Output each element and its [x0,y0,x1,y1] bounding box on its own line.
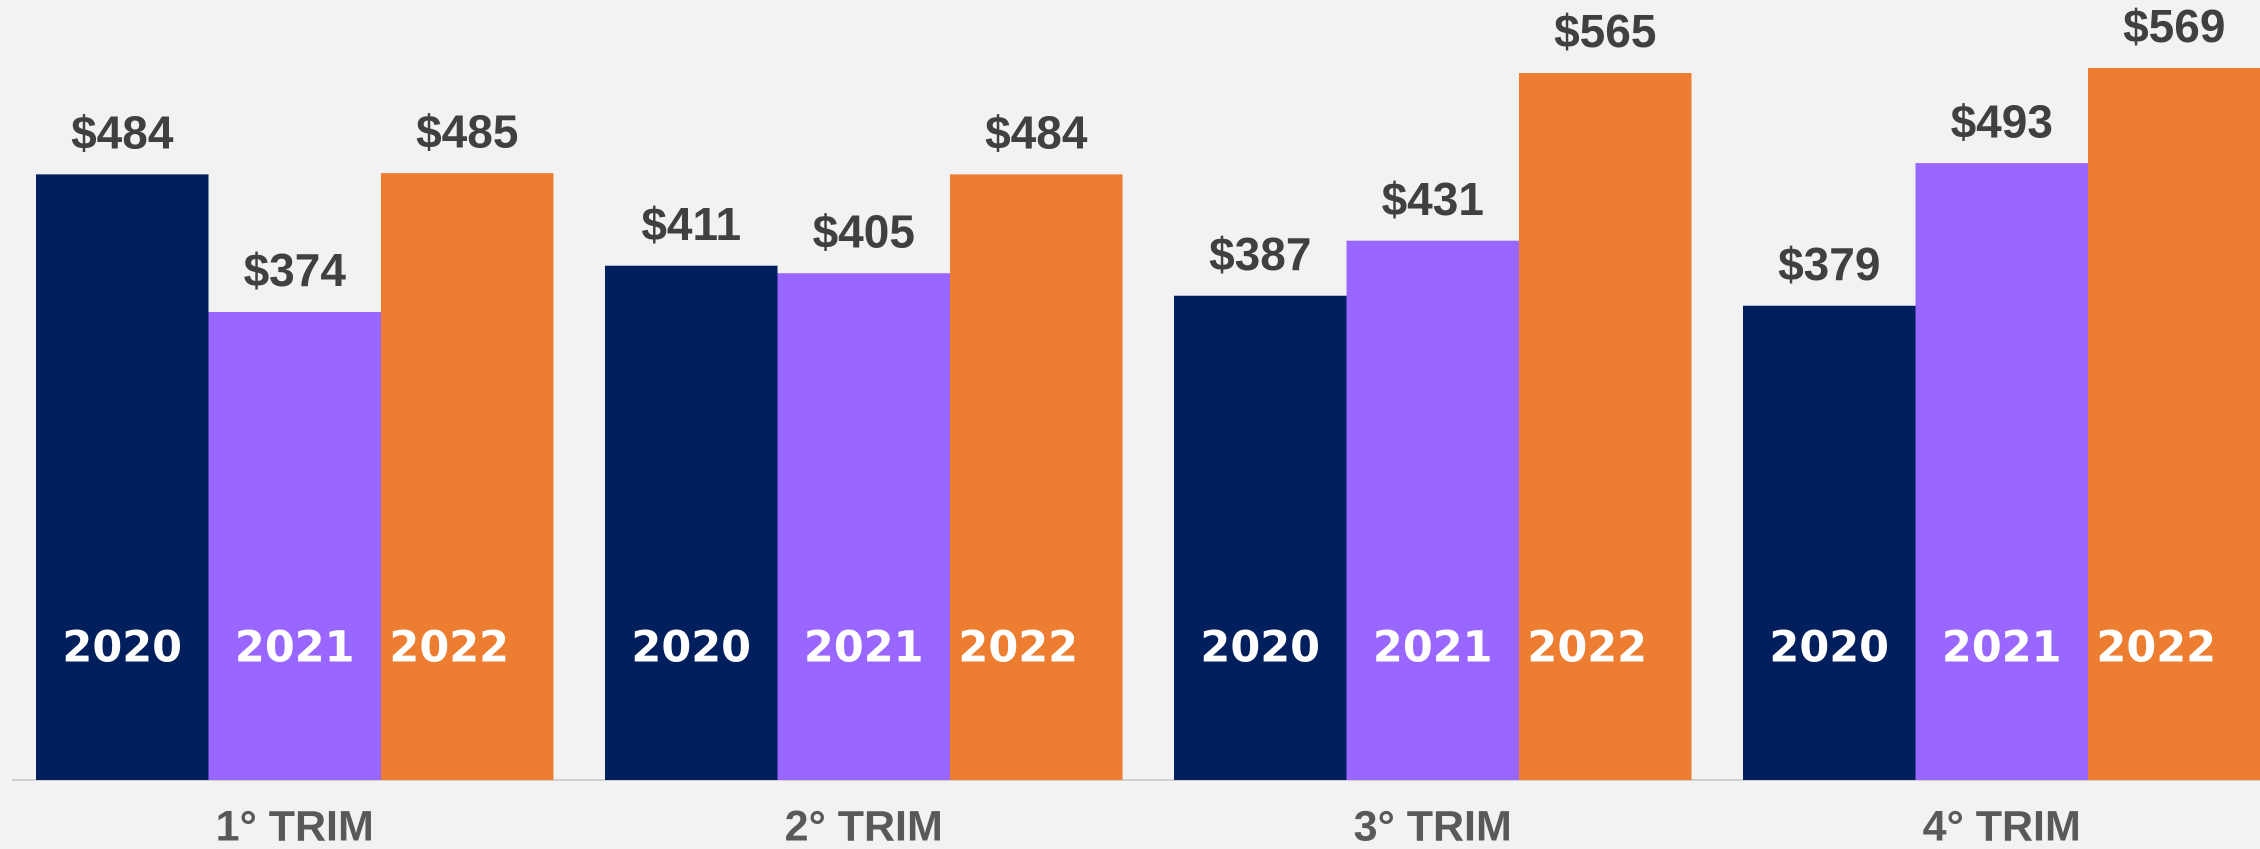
bar [605,265,778,780]
value-label: $374 [244,244,347,296]
category-label: 2° TRIM [785,802,943,849]
bar [1743,305,1916,780]
bar [1346,240,1519,781]
series-label: 2020 [631,623,751,673]
category-label: 1° TRIM [216,802,374,849]
bar [950,174,1123,780]
value-label: $485 [416,105,518,157]
bar [1174,295,1347,780]
bar [1519,73,1692,781]
value-label: $411 [641,198,741,250]
value-label: $484 [985,107,1088,159]
value-label: $569 [2123,0,2225,52]
series-label: 2021 [1373,623,1493,673]
bar [1915,163,2088,781]
bar [777,273,950,780]
value-label: $484 [71,107,174,159]
value-label: $493 [1951,95,2053,147]
value-label: $405 [813,205,915,257]
series-label: 2022 [958,623,1078,673]
value-label: $565 [1554,5,1656,57]
category-label: 3° TRIM [1354,802,1512,849]
value-label: $431 [1382,173,1484,225]
bar [208,312,381,780]
bar [36,174,209,780]
category-label: 4° TRIM [1923,802,2081,849]
series-label: 2022 [389,623,509,673]
series-label: 2022 [1527,623,1647,673]
series-label: 2021 [804,623,924,673]
series-label: 2021 [235,623,355,673]
series-label: 2022 [2096,623,2216,673]
bar [381,173,554,780]
series-label: 2020 [62,623,182,673]
series-label: 2021 [1942,623,2062,673]
series-label: 2020 [1200,623,1320,673]
series-label: 2020 [1769,623,1889,673]
value-label: $379 [1778,238,1880,290]
bar [2088,68,2260,780]
value-label: $387 [1209,228,1311,280]
